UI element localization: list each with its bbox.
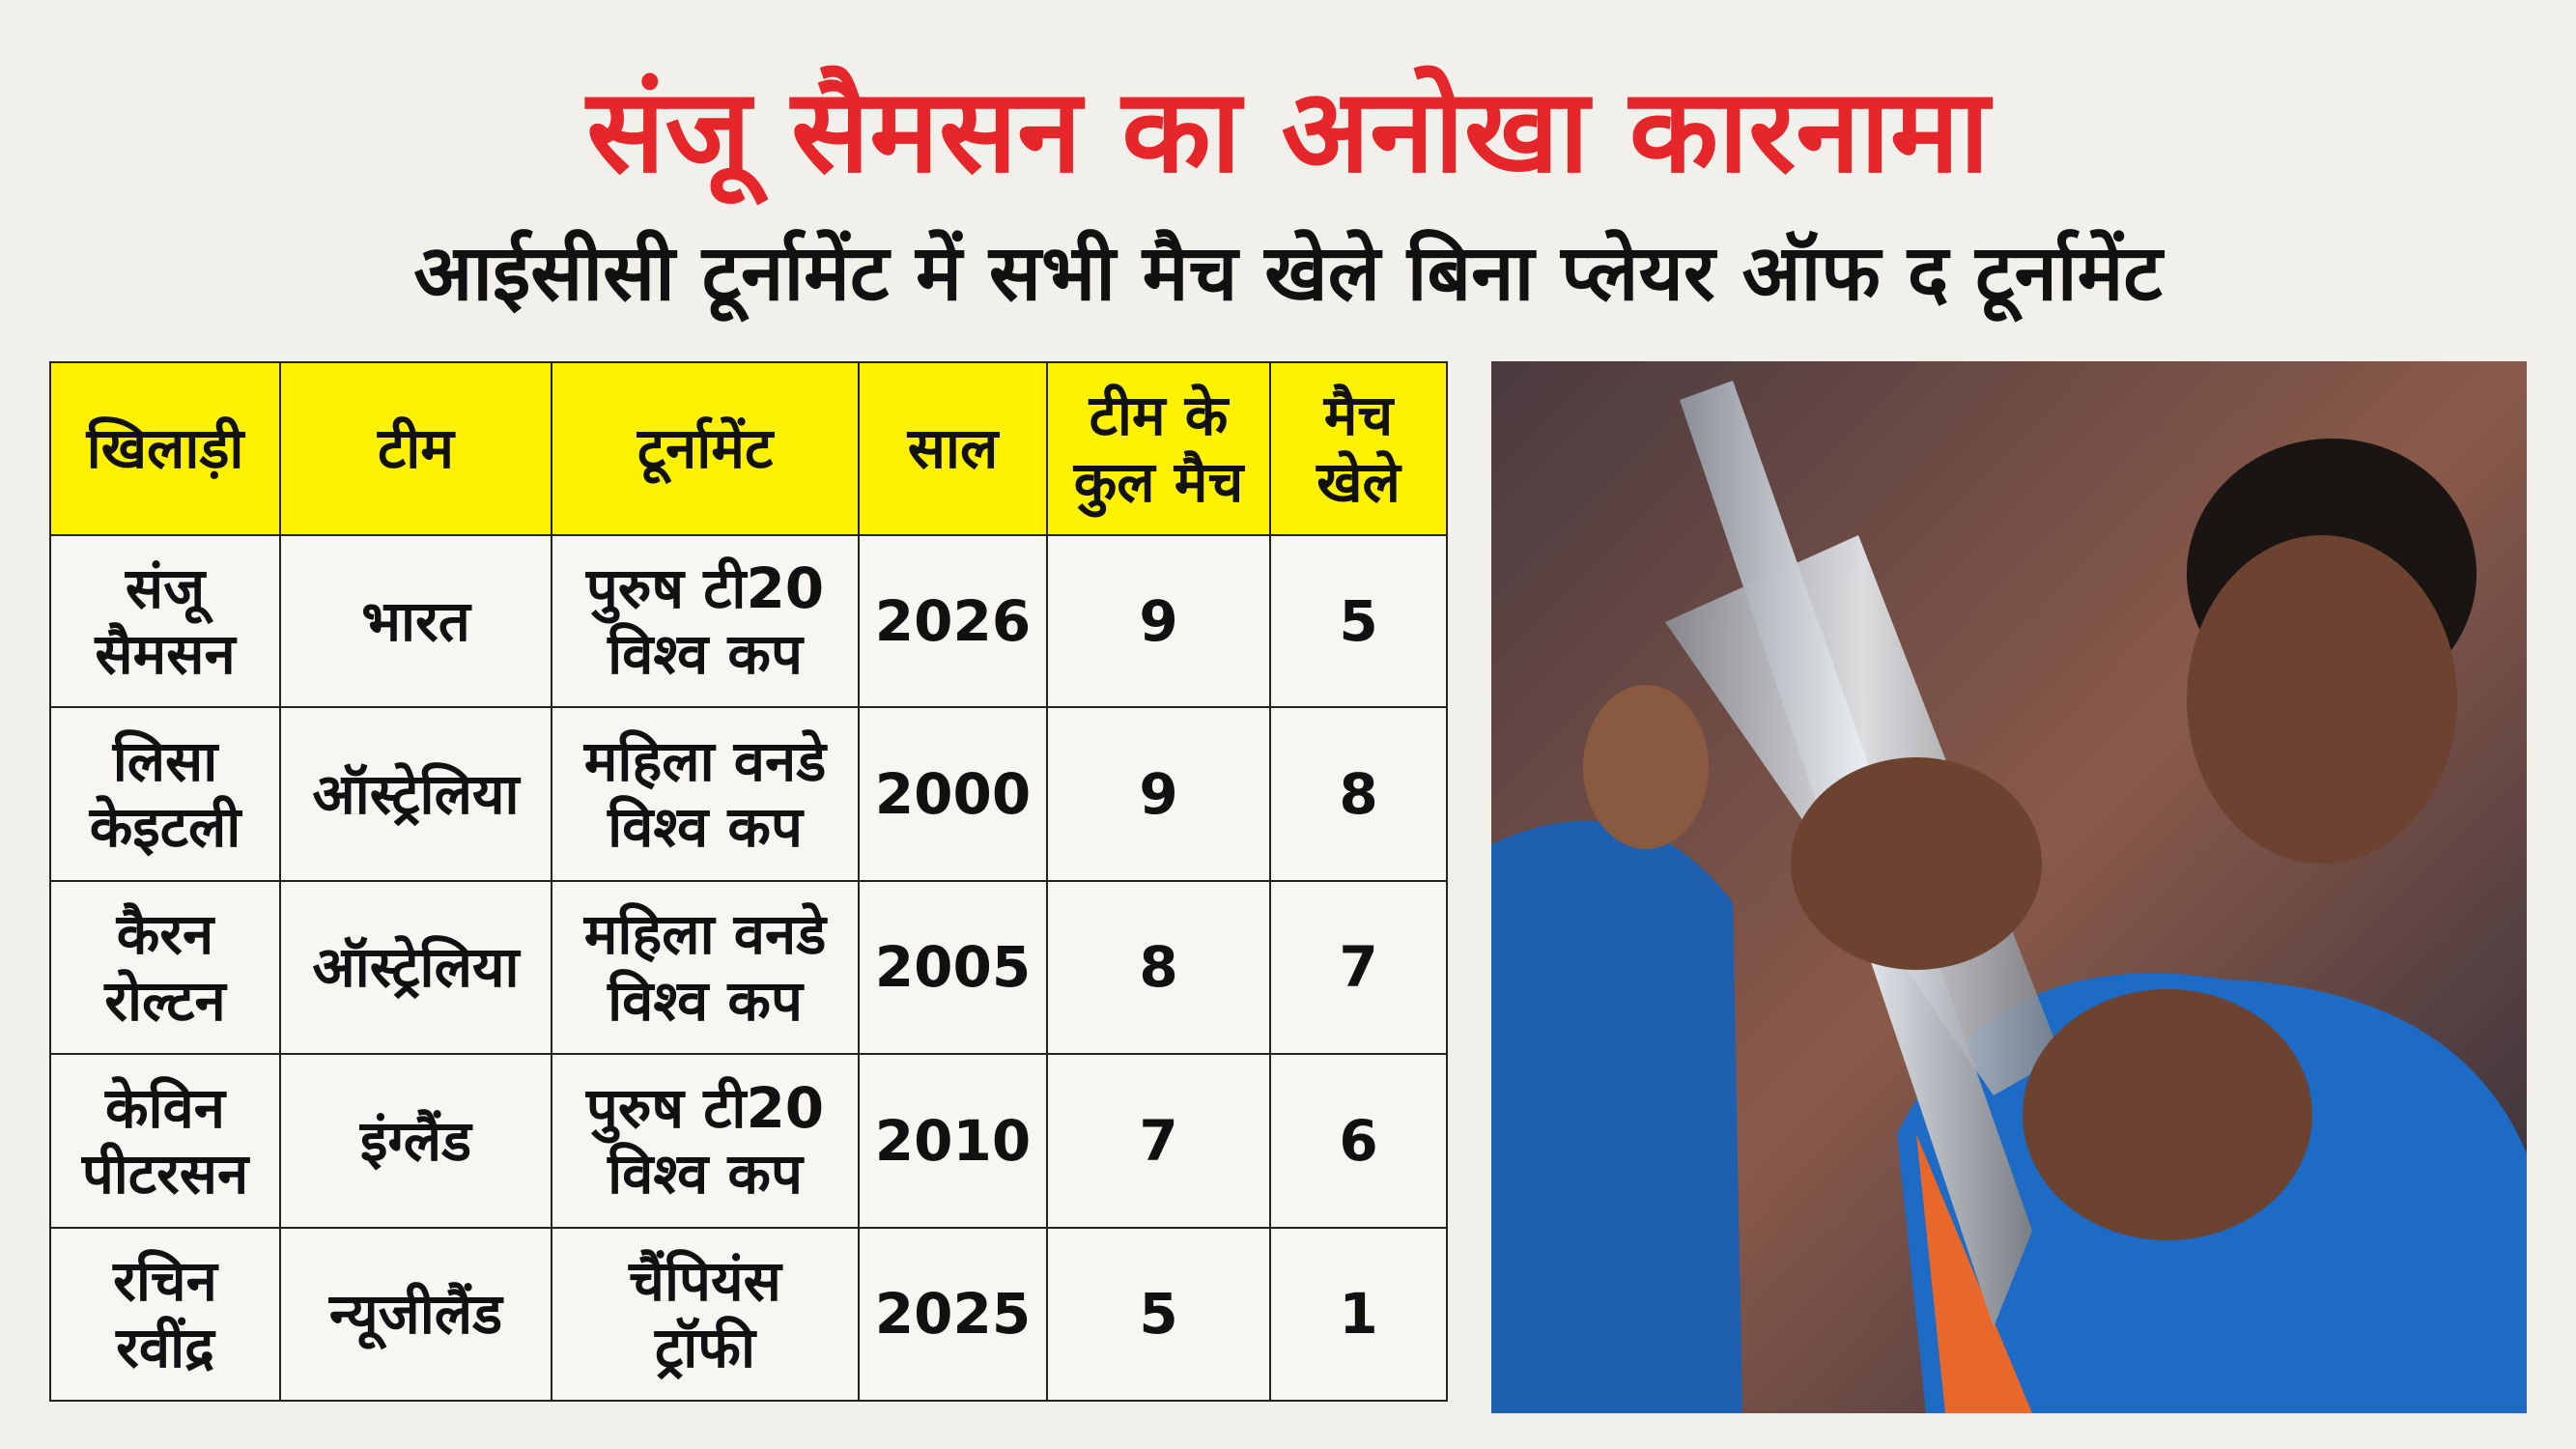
table-cell: पुरुष टी20 विश्व कप bbox=[551, 1053, 860, 1229]
cell-text: 6 bbox=[1339, 1107, 1378, 1174]
cell-text: 1 bbox=[1339, 1281, 1378, 1348]
table-cell: महिला वनडे विश्व कप bbox=[551, 880, 860, 1055]
cell-text: 5 bbox=[1339, 587, 1378, 654]
cell-text: संजू bbox=[125, 554, 206, 621]
table-cell: 7 bbox=[1046, 1053, 1271, 1229]
table-cell: 5 bbox=[1046, 1227, 1271, 1402]
cell-text: ऑस्ट्रेलिया bbox=[312, 760, 520, 827]
table-cell: 2000 bbox=[858, 706, 1048, 882]
header-cell: खिलाड़ी bbox=[49, 361, 281, 536]
table-cell: 2026 bbox=[858, 534, 1048, 708]
cell-text: लिसा bbox=[112, 727, 218, 794]
header-cell: टीम के कुल मैच bbox=[1046, 361, 1271, 536]
cell-text: 9 bbox=[1139, 587, 1178, 654]
cell-text: 5 bbox=[1139, 1281, 1178, 1348]
table-cell: ऑस्ट्रेलिया bbox=[279, 880, 552, 1055]
header-cell: साल bbox=[858, 361, 1048, 536]
cell-text: महिला वनडे bbox=[583, 727, 827, 794]
table-cell: इंग्लैंड bbox=[279, 1053, 552, 1229]
table-cell: 8 bbox=[1269, 706, 1448, 882]
cell-text: 2025 bbox=[874, 1281, 1032, 1348]
cell-text: खेले bbox=[1316, 448, 1401, 515]
cell-text: पुरुष टी20 bbox=[585, 1074, 825, 1141]
table-cell: लिसा केइटली bbox=[49, 706, 281, 882]
cell-text: इंग्लैंड bbox=[359, 1107, 472, 1174]
table-cell: चैंपियंस ट्रॉफी bbox=[551, 1227, 860, 1402]
cell-text: 7 bbox=[1339, 934, 1378, 1001]
cell-text: 2010 bbox=[874, 1107, 1032, 1174]
cell-text: 8 bbox=[1339, 760, 1378, 827]
table-cell: ऑस्ट्रेलिया bbox=[279, 706, 552, 882]
cell-text: ट्रॉफी bbox=[655, 1314, 755, 1380]
header-cell: टीम bbox=[279, 361, 552, 536]
cell-text: रोल्टन bbox=[104, 967, 226, 1034]
table-cell: न्यूजीलैंड bbox=[279, 1227, 552, 1402]
table-cell: 8 bbox=[1046, 880, 1271, 1055]
cell-text: 2000 bbox=[874, 760, 1032, 827]
cell-text: विश्व कप bbox=[608, 1141, 803, 1207]
cell-text: चैंपियंस bbox=[629, 1248, 781, 1315]
subtitle: आईसीसी टूर्नामेंट में सभी मैच खेले बिना … bbox=[413, 228, 2163, 318]
table-cell: 9 bbox=[1046, 706, 1271, 882]
cell-text: साल bbox=[907, 415, 999, 482]
table-cell: भारत bbox=[279, 534, 552, 708]
photo bbox=[1491, 361, 2527, 1413]
table-cell: 1 bbox=[1269, 1227, 1448, 1402]
table-cell: 7 bbox=[1269, 880, 1448, 1055]
header-cell: टूर्नामेंट bbox=[551, 361, 860, 536]
table-cell: रचिन रवींद्र bbox=[49, 1227, 281, 1402]
cell-text: रवींद्र bbox=[116, 1314, 214, 1380]
cell-text: विश्व कप bbox=[608, 967, 803, 1034]
table-cell: 9 bbox=[1046, 534, 1271, 708]
cell-text: टीम bbox=[378, 415, 454, 482]
cell-text: पीटरसन bbox=[81, 1141, 249, 1207]
table-cell: पुरुष टी20 विश्व कप bbox=[551, 534, 860, 708]
table-cell: 2010 bbox=[858, 1053, 1048, 1229]
cell-text: पुरुष टी20 bbox=[585, 554, 825, 621]
cell-text: 8 bbox=[1139, 934, 1178, 1001]
cell-text: न्यूजीलैंड bbox=[328, 1281, 503, 1348]
cell-text: महिला वनडे bbox=[583, 901, 827, 968]
table-cell: 6 bbox=[1269, 1053, 1448, 1229]
header-cell: मैच खेले bbox=[1269, 361, 1448, 536]
cell-text: कैरन bbox=[116, 901, 214, 968]
cell-text: भारत bbox=[361, 587, 470, 654]
cell-text: 2005 bbox=[874, 934, 1032, 1001]
table-cell: केविन पीटरसन bbox=[49, 1053, 281, 1229]
cell-text: 7 bbox=[1139, 1107, 1178, 1174]
cell-text: कुल मैच bbox=[1073, 448, 1244, 515]
table-cell: महिला वनडे विश्व कप bbox=[551, 706, 860, 882]
cell-text: केइटली bbox=[89, 794, 241, 860]
cell-text: ऑस्ट्रेलिया bbox=[312, 934, 520, 1001]
table-cell: 5 bbox=[1269, 534, 1448, 708]
table-cell: 2025 bbox=[858, 1227, 1048, 1402]
cell-text: रचिन bbox=[113, 1248, 217, 1315]
table-cell: 2005 bbox=[858, 880, 1048, 1055]
cell-text: 2026 bbox=[874, 587, 1032, 654]
cell-text: केविन bbox=[104, 1074, 225, 1141]
cell-text: टीम के bbox=[1089, 383, 1229, 449]
cell-text: खिलाड़ी bbox=[86, 415, 244, 482]
cell-text: 9 bbox=[1139, 760, 1178, 827]
table-cell: संजू सैमसन bbox=[49, 534, 281, 708]
table-cell: कैरन रोल्टन bbox=[49, 880, 281, 1055]
cell-text: टूर्नामेंट bbox=[637, 415, 774, 482]
cell-text: विश्व कप bbox=[608, 621, 803, 687]
cell-text: सैमसन bbox=[95, 621, 236, 687]
title: संजू सैमसन का अनोखा कारनामा bbox=[586, 65, 1990, 199]
cell-text: मैच bbox=[1323, 383, 1394, 449]
cell-text: विश्व कप bbox=[608, 794, 803, 860]
